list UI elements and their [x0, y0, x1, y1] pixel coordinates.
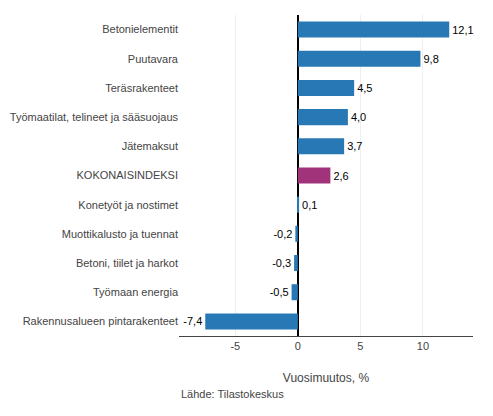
- svg-text:-0,5: -0,5: [270, 286, 289, 298]
- svg-text:Lähde: Tilastokeskus: Lähde: Tilastokeskus: [181, 388, 284, 400]
- svg-text:12,1: 12,1: [452, 24, 473, 36]
- svg-text:4,0: 4,0: [351, 111, 366, 123]
- svg-text:Betoni, tiilet ja harkot: Betoni, tiilet ja harkot: [76, 257, 178, 269]
- svg-text:-0,3: -0,3: [272, 257, 291, 269]
- svg-text:4,5: 4,5: [357, 82, 372, 94]
- svg-text:10: 10: [417, 340, 429, 352]
- svg-text:3,7: 3,7: [347, 140, 362, 152]
- svg-text:Työmaan energia: Työmaan energia: [93, 286, 179, 298]
- svg-text:Puutavara: Puutavara: [128, 53, 179, 65]
- svg-text:KOKONAISINDEKSI: KOKONAISINDEKSI: [77, 169, 178, 181]
- svg-text:0,1: 0,1: [302, 199, 317, 211]
- svg-text:-7,4: -7,4: [183, 315, 202, 327]
- svg-text:Konetyöt ja nostimet: Konetyöt ja nostimet: [78, 199, 178, 211]
- svg-text:-5: -5: [230, 340, 240, 352]
- svg-text:Jätemaksut: Jätemaksut: [122, 140, 178, 152]
- svg-text:9,8: 9,8: [423, 53, 438, 65]
- svg-text:2,6: 2,6: [333, 170, 348, 182]
- svg-text:Rakennusalueen pintarakenteet: Rakennusalueen pintarakenteet: [23, 315, 178, 327]
- svg-text:Työmaatilat, telineet ja sääsu: Työmaatilat, telineet ja sääsuojaus: [10, 111, 179, 123]
- svg-text:-0,2: -0,2: [273, 228, 292, 240]
- svg-text:5: 5: [357, 340, 363, 352]
- svg-text:Muottikalusto ja tuennat: Muottikalusto ja tuennat: [62, 228, 178, 240]
- svg-text:0: 0: [295, 340, 301, 352]
- svg-text:Vuosimuutos, %: Vuosimuutos, %: [283, 371, 370, 385]
- svg-text:Teräsrakenteet: Teräsrakenteet: [105, 82, 178, 94]
- svg-text:Betonielementit: Betonielementit: [102, 23, 178, 35]
